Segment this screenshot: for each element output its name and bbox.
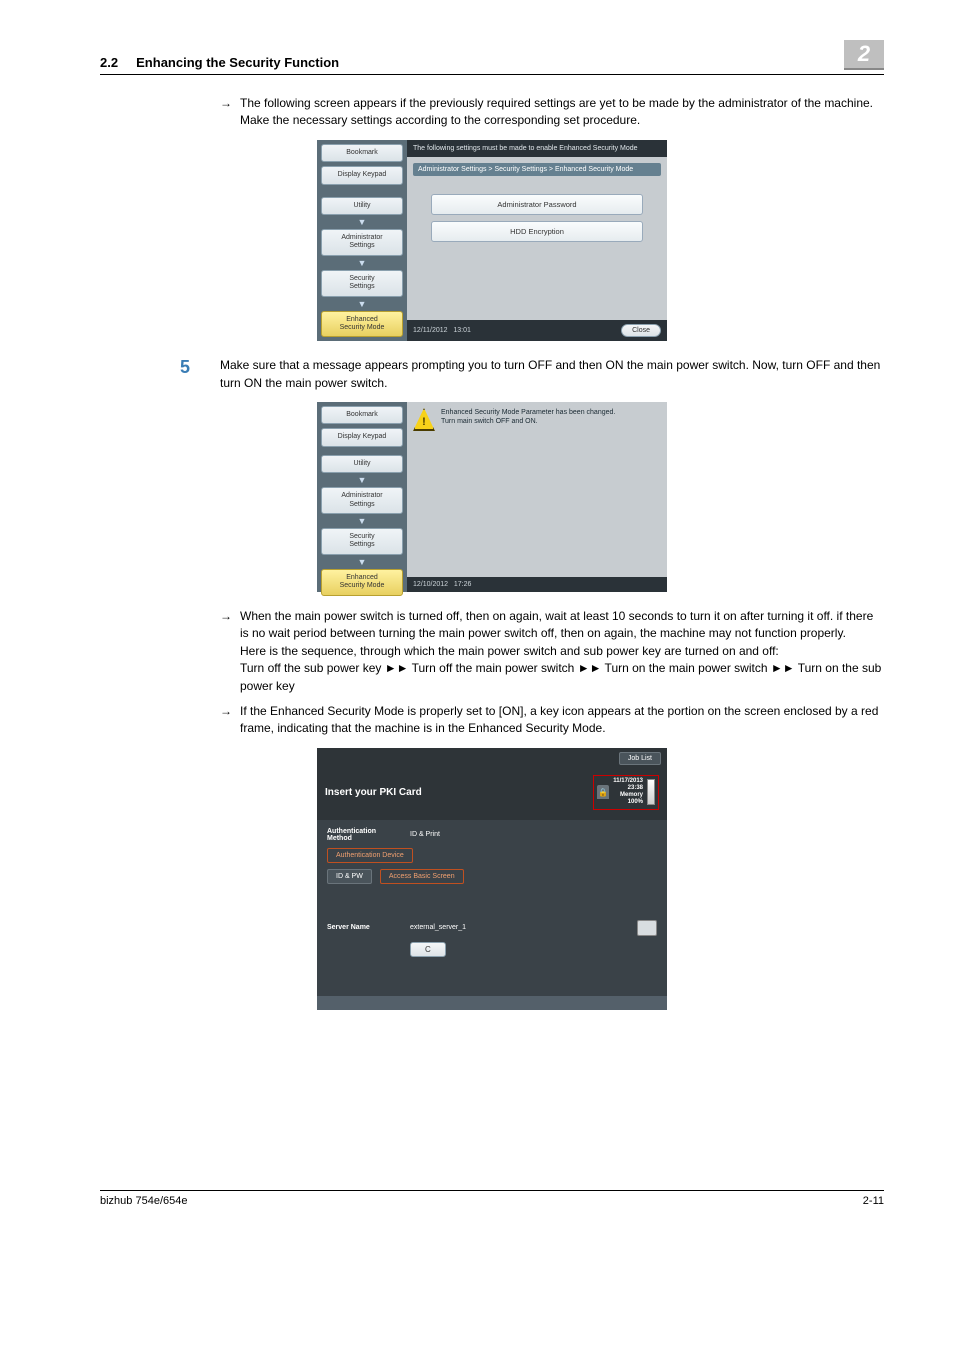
arrow-icon: ▼ bbox=[321, 260, 403, 266]
tab-enhanced[interactable]: Enhanced Security Mode bbox=[321, 569, 403, 596]
chapter-badge: 2 bbox=[844, 40, 884, 70]
breadcrumb: Administrator Settings > Security Settin… bbox=[413, 163, 661, 176]
bullet-power-wait: When the main power switch is turned off… bbox=[220, 608, 884, 695]
screenshot-warning: Bookmark Display Keypad Utility ▼ Admini… bbox=[317, 402, 667, 592]
tab-bookmark[interactable]: Bookmark bbox=[321, 144, 403, 162]
arrow-icon: ▼ bbox=[321, 301, 403, 307]
tab-enhanced[interactable]: Enhanced Security Mode bbox=[321, 311, 403, 338]
tab-keypad[interactable]: Display Keypad bbox=[321, 428, 403, 446]
clear-button[interactable]: C bbox=[410, 942, 446, 957]
tab-bookmark[interactable]: Bookmark bbox=[321, 406, 403, 424]
tab-admin[interactable]: Administrator Settings bbox=[321, 229, 403, 256]
tab-admin[interactable]: Administrator Settings bbox=[321, 487, 403, 514]
arrow-icon: ▼ bbox=[321, 219, 403, 225]
section-number: 2.2 bbox=[100, 55, 118, 70]
page-footer: bizhub 754e/654e 2-11 bbox=[100, 1190, 884, 1207]
side-tabs: Bookmark Display Keypad Utility ▼ Admini… bbox=[317, 402, 407, 592]
close-button[interactable]: Close bbox=[621, 324, 661, 337]
footer-model: bizhub 754e/654e bbox=[100, 1195, 187, 1207]
step-number: 5 bbox=[180, 357, 220, 392]
intro-bullet: The following screen appears if the prev… bbox=[220, 95, 884, 130]
arrow-icon: ▼ bbox=[321, 559, 403, 565]
step-text: Make sure that a message appears prompti… bbox=[220, 357, 884, 392]
screenshot-required-settings: Bookmark Display Keypad Utility ▼ Admini… bbox=[317, 140, 667, 342]
section-title: Enhancing the Security Function bbox=[136, 55, 339, 70]
bullet-key-icon: If the Enhanced Security Mode is properl… bbox=[220, 703, 884, 738]
header-left: 2.2 Enhancing the Security Function bbox=[100, 55, 339, 70]
hdd-encryption-button[interactable]: HDD Encryption bbox=[431, 221, 643, 242]
warning-text: Enhanced Security Mode Parameter has bee… bbox=[441, 408, 615, 571]
tab-keypad[interactable]: Display Keypad bbox=[321, 166, 403, 184]
admin-password-button[interactable]: Administrator Password bbox=[431, 194, 643, 215]
tab-security[interactable]: Security Settings bbox=[321, 270, 403, 297]
top-message: The following settings must be made to e… bbox=[407, 140, 667, 157]
server-label: Server Name bbox=[327, 924, 402, 931]
warning-icon: ! bbox=[413, 408, 435, 431]
auth-device-button[interactable]: Authentication Device bbox=[327, 848, 413, 863]
footer-page: 2-11 bbox=[863, 1195, 884, 1207]
lock-icon: 🔒 bbox=[597, 785, 609, 799]
timestamp: 12/10/2012 17:26 bbox=[413, 581, 471, 588]
lock-indicator: 🔒 11/17/2013 23:38 Memory 100% bbox=[593, 775, 659, 810]
tab-utility[interactable]: Utility bbox=[321, 455, 403, 473]
tab-security[interactable]: Security Settings bbox=[321, 528, 403, 555]
auth-method-label: Authentication Method bbox=[327, 828, 402, 842]
keyboard-icon[interactable] bbox=[637, 920, 657, 936]
side-tabs: Bookmark Display Keypad Utility ▼ Admini… bbox=[317, 140, 407, 342]
memory-bar bbox=[647, 779, 655, 805]
pki-title: Insert your PKI Card bbox=[325, 787, 422, 798]
timestamp: 12/11/2012 13:01 bbox=[413, 327, 471, 334]
screenshot-pki-card: Job List Insert your PKI Card 🔒 11/17/20… bbox=[317, 748, 667, 1010]
auth-method-value: ID & Print bbox=[410, 831, 440, 838]
tab-utility[interactable]: Utility bbox=[321, 197, 403, 215]
page-header: 2.2 Enhancing the Security Function 2 bbox=[100, 40, 884, 75]
access-basic-button[interactable]: Access Basic Screen bbox=[380, 869, 464, 884]
arrow-icon: ▼ bbox=[321, 477, 403, 483]
idpw-button[interactable]: ID & PW bbox=[327, 869, 372, 884]
arrow-icon: ▼ bbox=[321, 518, 403, 524]
joblist-button[interactable]: Job List bbox=[619, 752, 661, 765]
server-value: external_server_1 bbox=[410, 924, 466, 931]
